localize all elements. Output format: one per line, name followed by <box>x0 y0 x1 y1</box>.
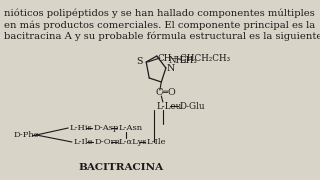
Text: nióticos polipéptidos y se han hallado componentes múltiples: nióticos polipéptidos y se han hallado c… <box>4 8 315 17</box>
Text: NH₂: NH₂ <box>169 55 188 64</box>
Text: D-Asp: D-Asp <box>94 124 119 132</box>
Text: CH₃: CH₃ <box>180 55 197 64</box>
Text: N: N <box>167 64 175 73</box>
Text: L-Ile: L-Ile <box>74 138 93 146</box>
Text: C═O: C═O <box>155 87 176 96</box>
Text: en más productos comerciales. El componente principal es la
bacitracina A y su p: en más productos comerciales. El compone… <box>4 20 320 40</box>
Text: L-Asn: L-Asn <box>118 124 142 132</box>
Text: L-Leu: L-Leu <box>157 102 182 111</box>
Text: L-Ile: L-Ile <box>146 138 166 146</box>
Text: D-Phe: D-Phe <box>14 131 39 139</box>
Text: L-αLys: L-αLys <box>119 138 148 146</box>
Text: S: S <box>137 57 143 66</box>
Text: D-Orn: D-Orn <box>95 138 121 146</box>
Text: BACITRACINA: BACITRACINA <box>79 163 164 172</box>
Text: D-Glu: D-Glu <box>180 102 205 111</box>
Text: L-His: L-His <box>70 124 92 132</box>
Text: CH—CHCH₂CH₃: CH—CHCH₂CH₃ <box>157 53 231 62</box>
